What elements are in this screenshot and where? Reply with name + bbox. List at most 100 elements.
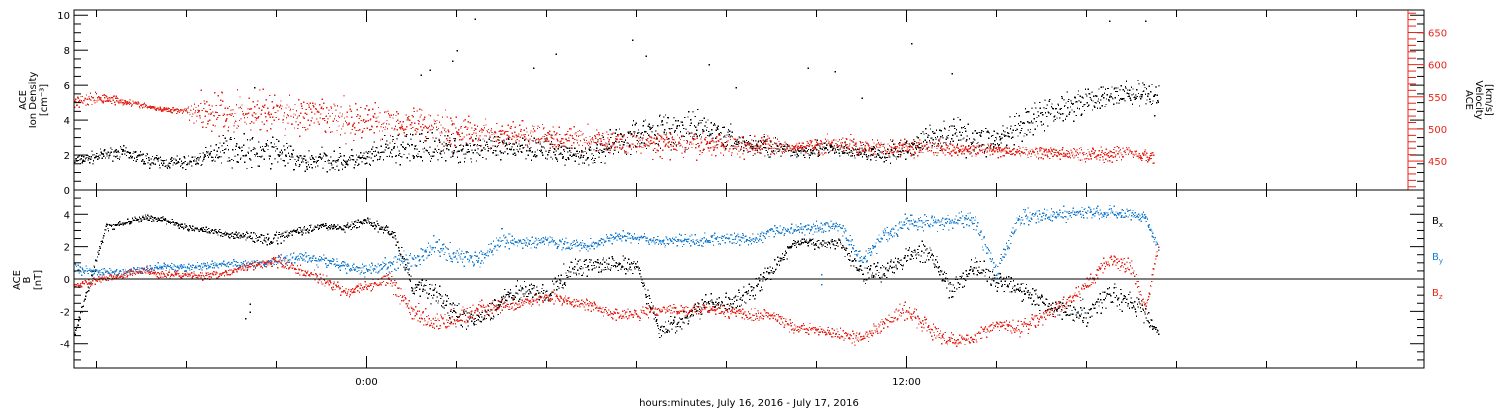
density-outlier-point <box>533 67 535 70</box>
velocity-point <box>1128 147 1130 149</box>
density-point <box>497 154 499 156</box>
density-point <box>366 162 368 164</box>
density-point <box>251 166 253 169</box>
velocity-point <box>275 111 277 114</box>
density-point <box>76 160 78 162</box>
density-point <box>932 139 934 141</box>
velocity-point <box>1145 159 1147 162</box>
density-point <box>915 147 917 149</box>
velocity-point <box>1086 155 1089 157</box>
velocity-point <box>170 111 172 113</box>
density-point <box>1127 95 1129 98</box>
density-axis-label-line2: Ion Density <box>28 72 39 129</box>
velocity-point <box>632 143 634 145</box>
velocity-point <box>785 150 788 153</box>
velocity-point <box>195 106 197 109</box>
velocity-point <box>830 142 833 144</box>
density-point <box>415 155 418 157</box>
density-point <box>521 151 523 153</box>
velocity-point <box>993 150 995 152</box>
density-point <box>1013 144 1015 146</box>
velocity-point <box>886 151 889 153</box>
velocity-point <box>1002 155 1004 157</box>
density-point <box>926 147 928 149</box>
velocity-point <box>552 146 554 148</box>
density-point <box>1151 83 1153 86</box>
bx-point <box>153 220 155 222</box>
density-point <box>342 164 344 166</box>
density-point <box>818 151 820 153</box>
velocity-point <box>260 128 262 131</box>
velocity-point <box>895 147 897 150</box>
velocity-point <box>401 124 403 126</box>
bx-point <box>309 224 311 227</box>
velocity-point <box>631 136 634 138</box>
velocity-point <box>507 130 509 133</box>
density-outlier-point <box>911 43 913 45</box>
velocity-point <box>304 112 306 114</box>
density-point <box>1026 111 1028 113</box>
density-point <box>372 146 374 148</box>
velocity-point <box>114 101 116 103</box>
density-point <box>994 140 996 142</box>
bx-point <box>134 216 136 218</box>
density-point <box>526 150 528 152</box>
density-point <box>665 132 668 134</box>
density-point <box>475 138 477 140</box>
bx-point <box>458 316 461 318</box>
density-point <box>969 153 971 155</box>
density-point <box>203 156 205 158</box>
velocity-point <box>134 101 137 103</box>
velocity-point <box>455 116 457 118</box>
velocity-point <box>695 143 697 146</box>
velocity-point <box>379 112 381 114</box>
velocity-point <box>1129 149 1131 151</box>
density-point <box>387 144 389 146</box>
density-point <box>777 150 779 153</box>
velocity-point <box>373 116 375 118</box>
density-point <box>242 155 244 157</box>
velocity-point <box>210 112 212 114</box>
bx-point <box>230 233 232 235</box>
velocity-point <box>272 107 274 110</box>
density-point <box>478 144 480 147</box>
velocity-point <box>1024 148 1026 151</box>
bx-point <box>228 234 230 236</box>
density-point <box>708 135 710 137</box>
density-point <box>1057 104 1060 106</box>
velocity-point <box>724 146 727 148</box>
velocity-point <box>202 126 204 128</box>
velocity-point <box>1067 156 1069 158</box>
density-point <box>151 155 154 158</box>
density-point <box>886 156 888 159</box>
density-point <box>574 147 576 149</box>
velocity-point <box>777 148 779 150</box>
velocity-point <box>226 118 228 120</box>
density-point <box>110 147 112 149</box>
density-point <box>459 161 461 163</box>
velocity-point <box>757 147 759 149</box>
velocity-point <box>606 145 608 147</box>
velocity-point <box>262 105 264 107</box>
density-point <box>1100 86 1102 88</box>
density-point <box>897 156 899 158</box>
bx-point <box>171 218 173 221</box>
density-point <box>113 155 115 157</box>
bx-point <box>83 300 85 302</box>
velocity-point <box>560 140 562 142</box>
velocity-point <box>501 133 503 135</box>
density-point <box>659 114 661 116</box>
velocity-point <box>1041 147 1043 149</box>
velocity-point <box>232 115 235 118</box>
density-point <box>114 150 116 152</box>
velocity-point <box>731 136 734 138</box>
density-point <box>436 129 438 131</box>
density-point <box>613 142 615 144</box>
density-point <box>133 157 136 159</box>
bx-point <box>174 224 176 226</box>
density-point <box>921 148 924 150</box>
velocity-point <box>556 138 558 140</box>
velocity-point <box>1125 153 1127 156</box>
density-point <box>108 155 110 157</box>
density-point <box>755 145 757 147</box>
